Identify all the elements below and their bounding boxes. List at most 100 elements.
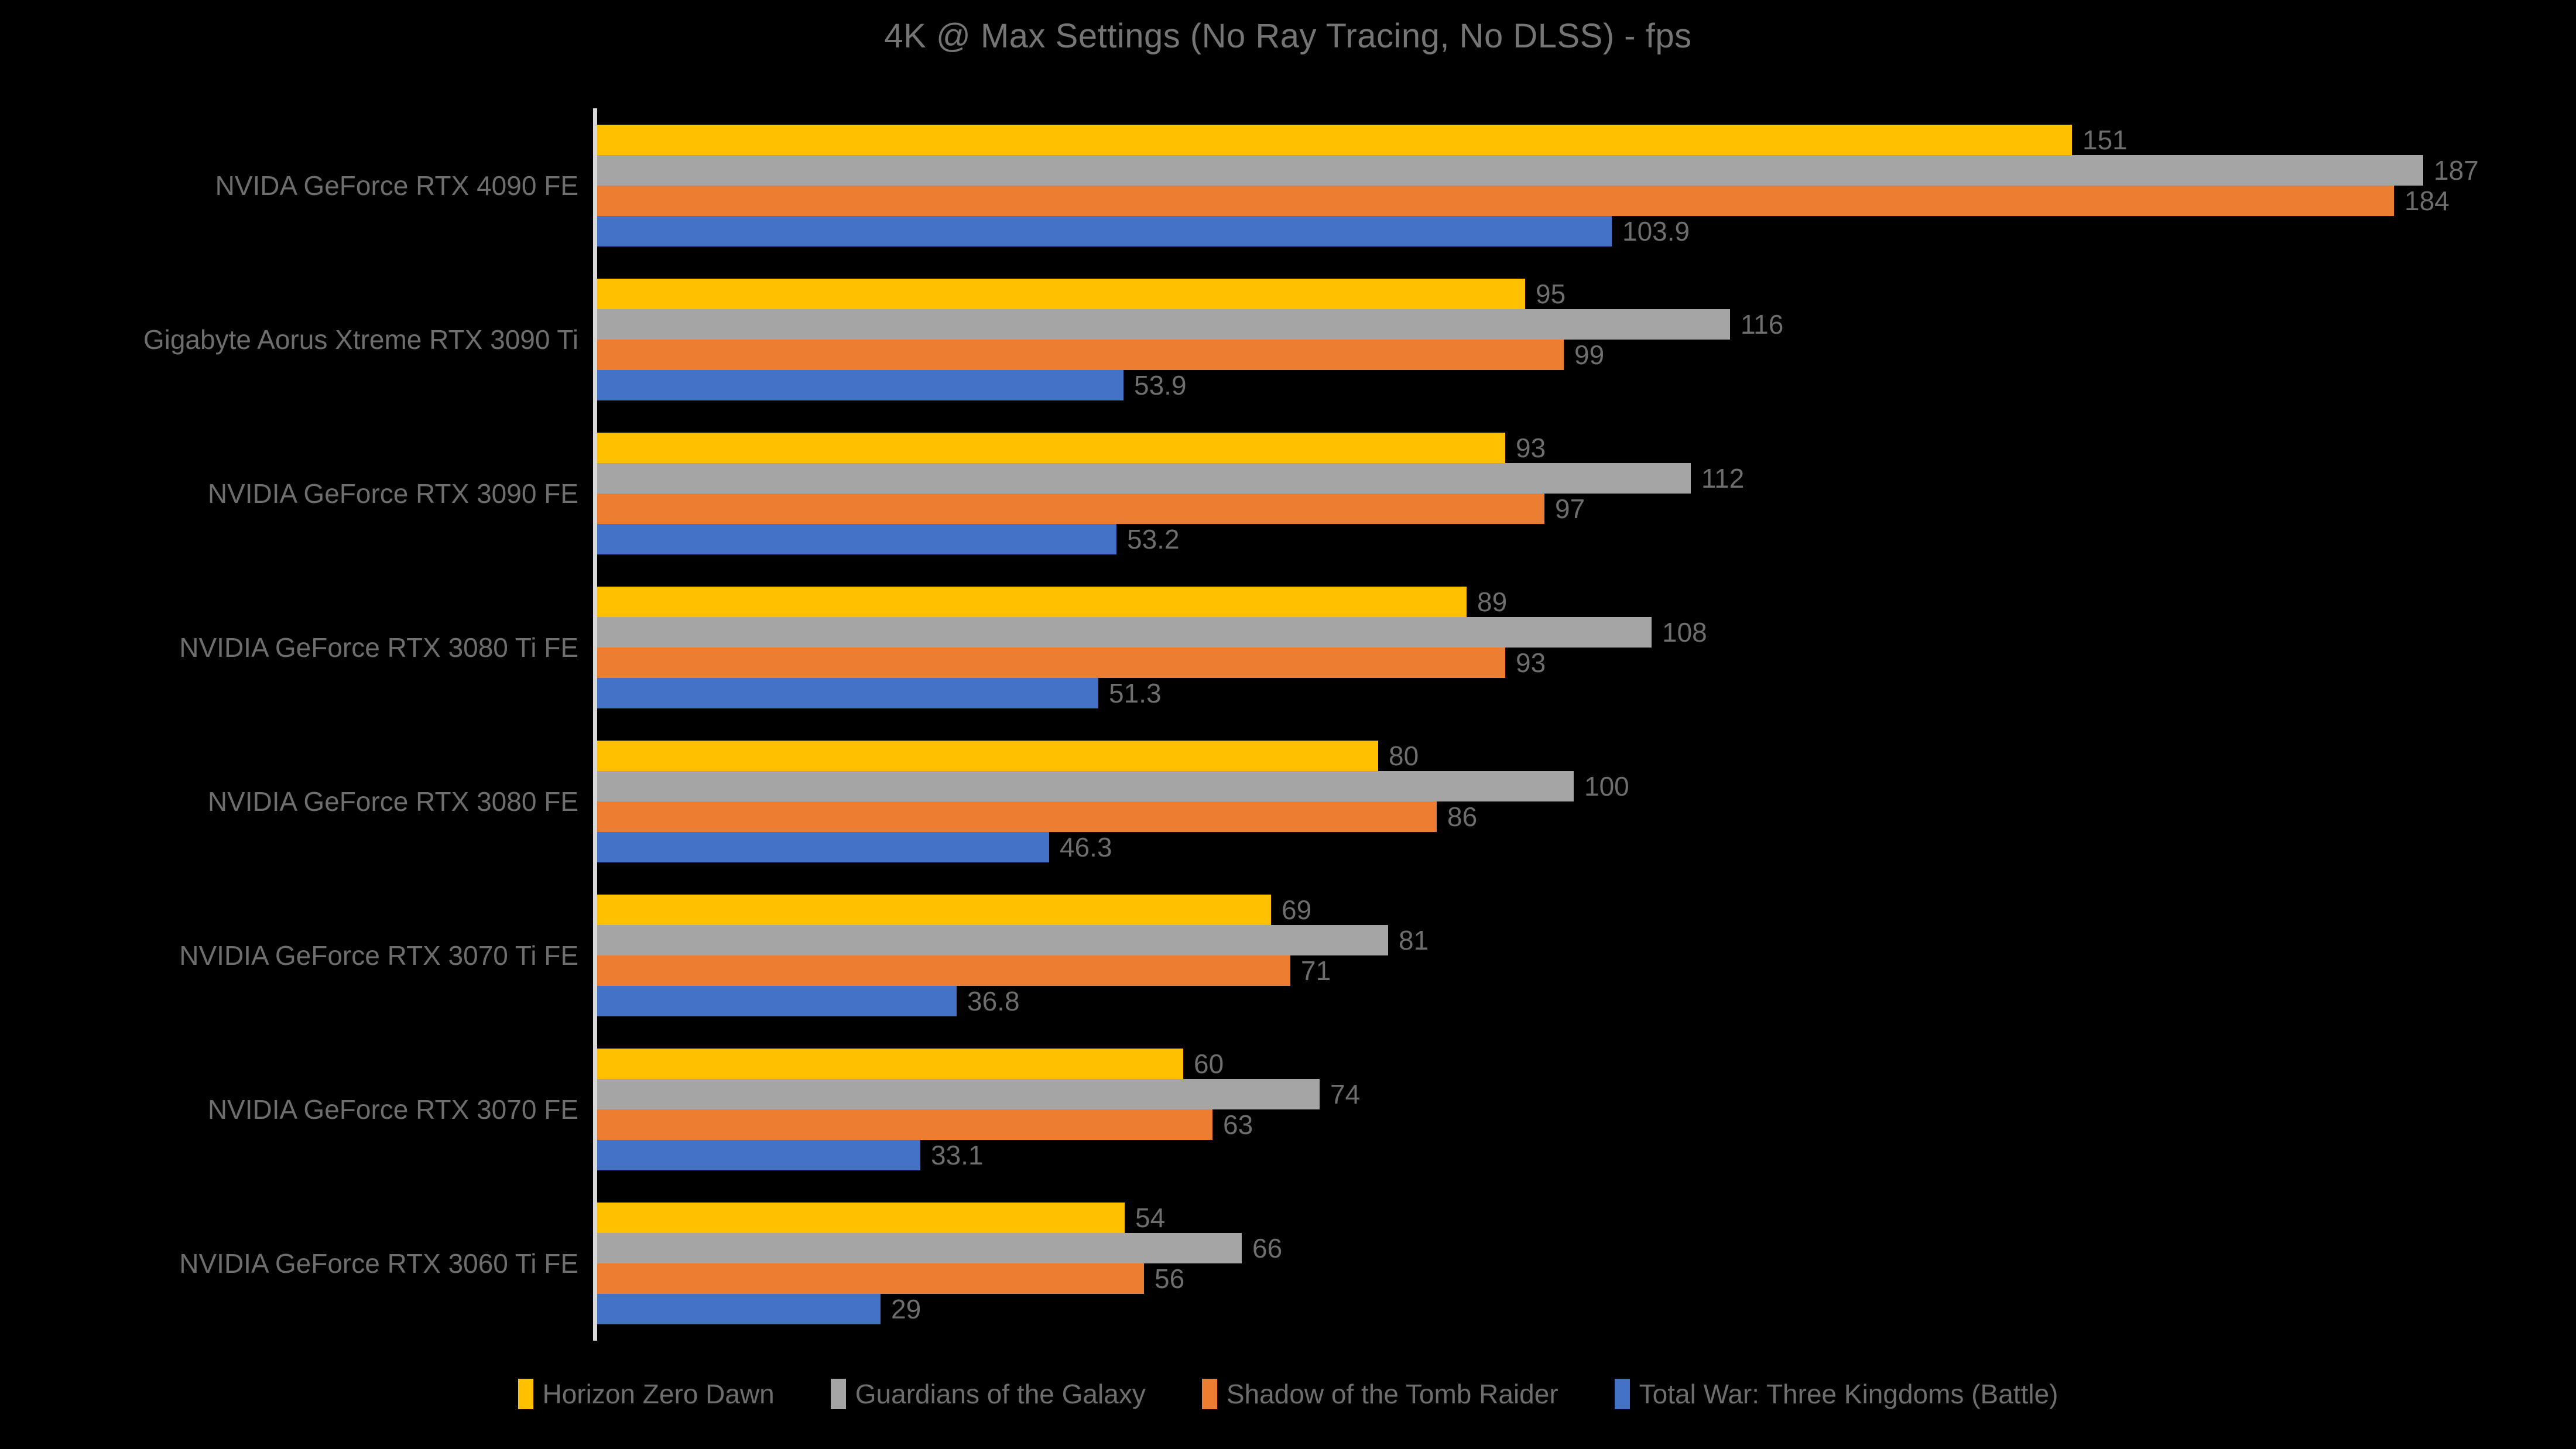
bar-value-label: 103.9 [1622, 215, 1690, 246]
bar[interactable] [597, 616, 1652, 648]
bar[interactable] [597, 1263, 1144, 1294]
bar-row: 54 [597, 1203, 2576, 1234]
bar-value-label: 108 [1662, 616, 1707, 648]
bar-group: NVIDIA GeForce RTX 3060 Ti FE 54 66 56 29 [0, 1187, 2576, 1341]
legend-item[interactable]: Horizon Zero Dawn [518, 1379, 775, 1409]
bar[interactable] [597, 369, 1123, 400]
bar-value-label: 53.9 [1134, 369, 1187, 400]
bar[interactable] [597, 278, 1525, 309]
bar-group: NVIDIA GeForce RTX 3070 Ti FE 69 81 71 36.8 [0, 879, 2576, 1033]
bar-row: 63 [597, 1109, 2576, 1140]
bar-row: 89 [597, 586, 2576, 617]
bar-value-label: 33.1 [931, 1140, 984, 1171]
bar[interactable] [597, 771, 1574, 802]
category-axis-label-text: NVIDIA GeForce RTX 3070 Ti FE [179, 940, 578, 971]
bar[interactable] [597, 895, 1271, 926]
bar-value-label: 74 [1330, 1079, 1361, 1110]
bar[interactable] [597, 586, 1467, 617]
bar[interactable] [597, 955, 1290, 986]
bar-row: 29 [597, 1294, 2576, 1325]
bar-value-label: 51.3 [1109, 677, 1162, 708]
bar-value-label: 184 [2404, 185, 2450, 216]
legend-label: Shadow of the Tomb Raider [1226, 1379, 1558, 1409]
bar[interactable] [597, 432, 1505, 463]
bar-row: 36.8 [597, 986, 2576, 1017]
bar[interactable] [597, 493, 1544, 524]
bar-value-label: 93 [1516, 432, 1546, 463]
legend-item[interactable]: Guardians of the Galaxy [830, 1379, 1146, 1409]
bar-row: 69 [597, 895, 2576, 926]
category-axis-label-text: NVIDIA GeForce RTX 3090 FE [207, 478, 578, 509]
bar-row: 86 [597, 801, 2576, 833]
bar[interactable] [597, 1140, 920, 1171]
bar[interactable] [597, 647, 1505, 678]
bar[interactable] [597, 1203, 1125, 1234]
bar-row: 108 [597, 616, 2576, 648]
category-axis-label: NVIDIA GeForce RTX 3090 FE [0, 416, 593, 570]
bar[interactable] [597, 741, 1378, 772]
category-axis-label: NVIDIA GeForce RTX 3070 Ti FE [0, 879, 593, 1033]
category-axis-label-text: NVIDA GeForce RTX 4090 FE [215, 170, 578, 201]
bar[interactable] [597, 986, 957, 1017]
bar-row: 51.3 [597, 677, 2576, 708]
category-axis-label-text: NVIDIA GeForce RTX 3060 Ti FE [179, 1248, 578, 1279]
bar[interactable] [597, 215, 1612, 246]
bar-value-label: 99 [1574, 339, 1605, 370]
bar-row: 97 [597, 493, 2576, 524]
legend-swatch-icon [830, 1379, 846, 1409]
bar-value-label: 80 [1389, 741, 1419, 772]
bar-row: 112 [597, 463, 2576, 494]
bar-row: 80 [597, 741, 2576, 772]
legend-item[interactable]: Shadow of the Tomb Raider [1201, 1379, 1558, 1409]
bar-group: NVIDIA GeForce RTX 3070 FE 60 74 63 33.1 [0, 1033, 2576, 1187]
bar-value-label: 93 [1516, 647, 1546, 678]
bar-group: Gigabyte Aorus Xtreme RTX 3090 Ti 95 116 99… [0, 262, 2576, 416]
bar[interactable] [597, 523, 1116, 554]
bar[interactable] [597, 463, 1691, 494]
bar-value-label: 116 [1741, 309, 1784, 340]
bar-row: 100 [597, 771, 2576, 802]
bar[interactable] [597, 309, 1730, 340]
bar[interactable] [597, 155, 2423, 186]
bar[interactable] [597, 925, 1388, 956]
bar[interactable] [597, 1079, 1320, 1110]
category-axis-label: NVIDIA GeForce RTX 3060 Ti FE [0, 1187, 593, 1341]
bar[interactable] [597, 1109, 1212, 1140]
bar-row: 187 [597, 155, 2576, 186]
bar[interactable] [597, 832, 1049, 863]
bar-value-label: 187 [2434, 155, 2479, 186]
legend-label: Total War: Three Kingdoms (Battle) [1639, 1379, 2058, 1409]
bar[interactable] [597, 801, 1437, 833]
bar-row: 33.1 [597, 1140, 2576, 1171]
bar-value-label: 97 [1555, 493, 1585, 524]
bar[interactable] [597, 1294, 881, 1325]
bar-row: 71 [597, 955, 2576, 986]
bar-value-label: 54 [1135, 1203, 1166, 1234]
bar-group: NVIDIA GeForce RTX 3080 Ti FE 89 108 93 51.3 [0, 570, 2576, 724]
bar[interactable] [597, 185, 2394, 216]
category-axis-label-text: Gigabyte Aorus Xtreme RTX 3090 Ti [143, 324, 578, 355]
bar[interactable] [597, 677, 1098, 708]
bar-row: 53.2 [597, 523, 2576, 554]
bar-value-label: 63 [1223, 1109, 1253, 1140]
bar-row: 116 [597, 309, 2576, 340]
category-axis-label: NVIDIA GeForce RTX 3070 FE [0, 1033, 593, 1187]
category-axis-label-text: NVIDIA GeForce RTX 3080 Ti FE [179, 632, 578, 663]
bar-value-label: 151 [2082, 124, 2128, 155]
plot-area: NVIDA GeForce RTX 4090 FE 151 187 184 103.9 G… [0, 108, 2576, 1341]
bar-value-label: 112 [1701, 463, 1745, 494]
legend-swatch-icon [1614, 1379, 1630, 1409]
bar[interactable] [597, 1049, 1183, 1080]
legend-item[interactable]: Total War: Three Kingdoms (Battle) [1614, 1379, 2058, 1409]
bar-value-label: 36.8 [967, 986, 1020, 1017]
bar-row: 99 [597, 339, 2576, 370]
bar-value-label: 100 [1584, 771, 1629, 802]
bar[interactable] [597, 1233, 1242, 1264]
bar[interactable] [597, 124, 2072, 155]
bar-group: NVIDIA GeForce RTX 3090 FE 93 112 97 53.2 [0, 416, 2576, 570]
bar-row: 60 [597, 1049, 2576, 1080]
bar-row: 93 [597, 432, 2576, 463]
bar-value-label: 81 [1399, 925, 1429, 956]
bar[interactable] [597, 339, 1564, 370]
